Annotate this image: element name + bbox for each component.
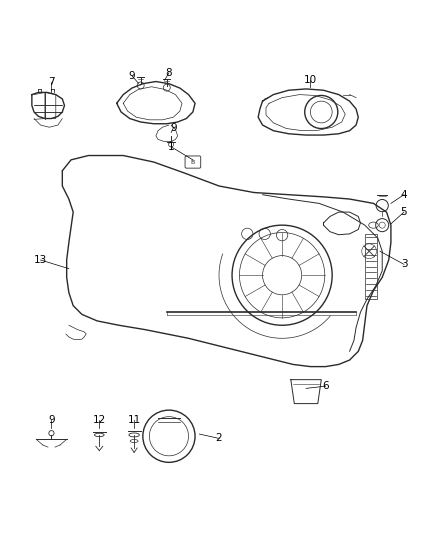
Bar [365,234,377,299]
Text: 7: 7 [48,77,55,86]
Text: 6: 6 [322,381,329,391]
Text: 11: 11 [127,415,141,425]
Text: 12: 12 [93,415,106,425]
Text: 8: 8 [166,68,172,78]
Text: 10: 10 [304,75,317,85]
Text: 3: 3 [401,260,407,269]
Text: 9: 9 [129,71,135,81]
Text: 5: 5 [401,207,407,217]
Text: 9: 9 [170,123,177,133]
Text: 4: 4 [401,190,407,200]
Text: 9: 9 [48,415,55,425]
Text: 2: 2 [215,433,223,443]
Text: 1: 1 [168,142,174,152]
Text: B: B [191,159,195,165]
Text: 13: 13 [34,255,47,265]
